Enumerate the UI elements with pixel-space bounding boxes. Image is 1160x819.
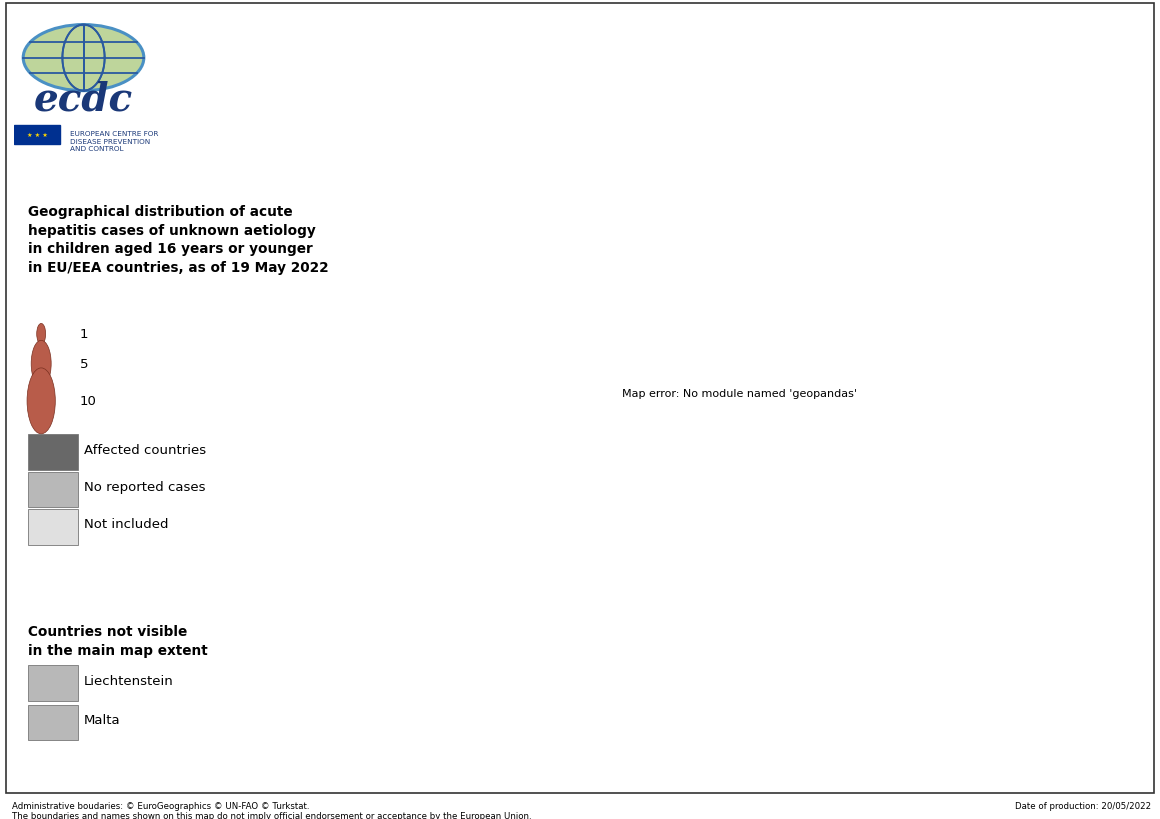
Text: Date of production: 20/05/2022: Date of production: 20/05/2022 [1015, 801, 1151, 810]
Text: Malta: Malta [85, 713, 121, 726]
Text: Liechtenstein: Liechtenstein [85, 674, 174, 687]
Bar [28, 665, 78, 701]
Bar [28, 472, 78, 508]
Text: ★ ★ ★: ★ ★ ★ [27, 133, 48, 138]
Text: 5: 5 [79, 358, 88, 371]
Text: Geographical distribution of acute
hepatitis cases of unknown aetiology
in child: Geographical distribution of acute hepat… [28, 204, 329, 275]
Text: Administrative boudaries: © EuroGeographics © UN-FAO © Turkstat.
The boundaries : Administrative boudaries: © EuroGeograph… [12, 801, 531, 819]
Text: ecdc: ecdc [34, 80, 133, 118]
Text: Affected countries: Affected countries [85, 443, 206, 456]
Circle shape [27, 369, 56, 434]
Bar [28, 705, 78, 740]
Text: Map error: No module named 'geopandas': Map error: No module named 'geopandas' [622, 389, 857, 399]
Text: No reported cases: No reported cases [85, 481, 205, 493]
Circle shape [31, 341, 51, 387]
Bar [28, 435, 78, 471]
Text: 10: 10 [79, 395, 96, 408]
Bar [14, 126, 60, 145]
Circle shape [37, 324, 45, 345]
Text: Countries not visible
in the main map extent: Countries not visible in the main map ex… [28, 624, 208, 657]
Text: Not included: Not included [85, 518, 168, 531]
Bar [28, 509, 78, 545]
Text: EUROPEAN CENTRE FOR
DISEASE PREVENTION
AND CONTROL: EUROPEAN CENTRE FOR DISEASE PREVENTION A… [70, 131, 158, 152]
Text: 1: 1 [79, 328, 88, 341]
Circle shape [23, 25, 144, 92]
